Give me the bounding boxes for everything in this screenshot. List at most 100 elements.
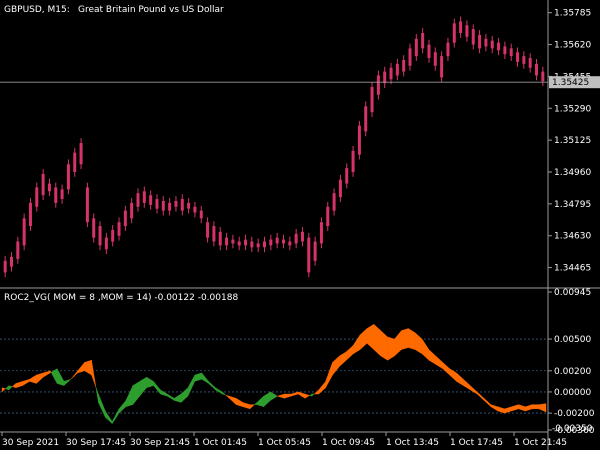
candle-body [218, 231, 222, 246]
chart-description: Great Britain Pound vs US Dollar [78, 5, 224, 15]
candle-body [446, 42, 450, 57]
candle-body [47, 183, 51, 192]
candle-body [155, 199, 159, 209]
candle-body [206, 222, 210, 238]
candle-body [389, 67, 393, 80]
indicator-fill-segment [387, 336, 395, 361]
candle-body [73, 152, 77, 172]
time-tick-label: 30 Sep 21:45 [130, 438, 190, 448]
candle-body [503, 46, 507, 55]
price-tick-label: 1.34795 [554, 200, 591, 210]
candle-body [28, 202, 32, 227]
time-tick-label: 1 Oct 09:45 [322, 438, 375, 448]
candle-body [79, 143, 83, 165]
candle-body [364, 106, 368, 132]
indicator-tick-label: 0.00945 [554, 288, 591, 298]
candle-body [263, 241, 267, 248]
candle-body [452, 23, 456, 43]
price-tick-label: 1.35620 [554, 41, 591, 51]
candle-body [516, 52, 520, 62]
candle-body [161, 200, 165, 211]
current-price-tag: 1.35425 [549, 76, 600, 89]
candle-body [345, 168, 349, 184]
price-axis[interactable]: 1.357851.356201.354551.352901.351251.349… [548, 9, 591, 274]
candle-body [414, 38, 418, 57]
candle-body [85, 187, 89, 223]
candle-body [111, 229, 115, 242]
candle-body [509, 48, 513, 57]
price-tick-label: 1.34630 [554, 232, 591, 242]
candle-body [275, 237, 279, 244]
time-tick-label: 1 Oct 21:45 [514, 438, 567, 448]
time-tick-label: 1 Oct 13:45 [386, 438, 439, 448]
candle-body [256, 243, 260, 248]
time-tick-label: 1 Oct 17:45 [450, 438, 503, 448]
candle-body [54, 187, 58, 203]
candle-body [300, 231, 304, 242]
candle-body [326, 206, 330, 227]
indicator-pane[interactable]: ROC2_VG( MOM = 8 ,MOM = 14) -0.00122 -0.… [0, 288, 595, 436]
indicator-tick-label: -0.00200 [554, 409, 595, 419]
candle-body [351, 150, 355, 172]
indicator-fill-segment [63, 379, 71, 387]
candle-body [440, 56, 444, 78]
indicator-fill-segment [304, 393, 311, 399]
candle-body [3, 260, 7, 273]
candle-body [535, 63, 539, 76]
candle-body [497, 42, 501, 51]
indicator-tick-label: 0.00000 [554, 388, 591, 398]
candle-body [22, 218, 26, 246]
price-tick-label: 1.35785 [554, 9, 591, 19]
candle-body [123, 210, 127, 227]
candles-group [3, 16, 545, 278]
candle-body [16, 241, 20, 259]
candle-body [225, 237, 229, 246]
candle-body [98, 226, 102, 246]
indicator-fill-segment [1, 387, 6, 393]
candle-body [395, 63, 399, 76]
time-tick-label: 30 Sep 2021 [2, 438, 59, 448]
candle-body [149, 195, 153, 205]
candle-body [136, 193, 140, 207]
indicator-fill-segment [532, 404, 540, 410]
candle-body [421, 32, 425, 49]
candle-body [433, 52, 437, 66]
candle-body [376, 75, 380, 95]
indicator-fill-segment [8, 385, 13, 391]
price-tick-label: 1.34465 [554, 264, 591, 274]
indicator-fill-segment [222, 391, 226, 396]
time-tick-label: 30 Sep 17:45 [66, 438, 126, 448]
candle-body [490, 40, 494, 49]
current-price-label: 1.35425 [552, 78, 589, 88]
candle-body [465, 25, 469, 37]
indicator-fill-segment [401, 328, 409, 350]
indicator-axis[interactable]: 0.00945 0.00500 0.00200 0.00000 -0.00200 -0.0… [548, 288, 595, 436]
indicator-levels [0, 338, 548, 414]
chart-symbol-timeframe: GBPUSD, M15: [4, 5, 70, 15]
candle-body [168, 202, 172, 211]
indicator-fill-segment [249, 404, 256, 410]
candle-body [307, 237, 311, 273]
candle-body [66, 164, 70, 190]
candle-body [338, 179, 342, 198]
indicator-tick-label: 0.00200 [554, 367, 591, 377]
candle-body [244, 239, 248, 246]
candle-body [319, 222, 323, 244]
candle-body [269, 239, 273, 246]
candle-body [250, 241, 254, 248]
candle-body [522, 56, 526, 64]
time-tick-label: 1 Oct 01:45 [194, 438, 247, 448]
candle-body [471, 29, 475, 45]
candle-body [212, 226, 216, 242]
candle-body [313, 241, 317, 261]
time-axis[interactable]: 30 Sep 2021 30 Sep 17:45 30 Sep 21:45 1 Oct… [1, 432, 567, 448]
current-price-bg [549, 76, 600, 89]
candle-body [427, 44, 431, 59]
candle-body [60, 189, 64, 200]
price-tick-label: 1.35125 [554, 136, 591, 146]
indicator-fill-segment [538, 403, 547, 413]
candle-body [187, 202, 191, 209]
